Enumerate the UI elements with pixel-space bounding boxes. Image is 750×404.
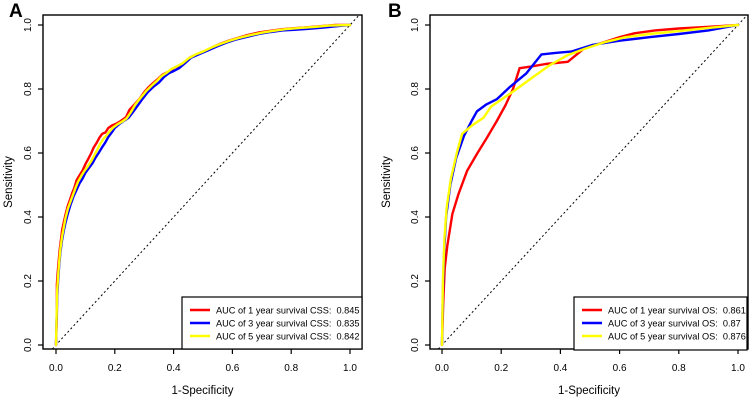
x-axis-title-b: 1-Specificity [558,385,620,397]
x-tick-label: 0.0 [435,363,449,374]
x-tick-label: 0.4 [553,363,567,374]
legend-entry-label-5-year-survival-CSS: AUC of 5 year survival CSS: 0.842 [216,331,360,341]
y-tick-label: 0.2 [23,274,34,288]
x-tick-label: 1.0 [343,363,357,374]
roc-curve-1-year-survival-OS [440,23,740,347]
y-tick-label: 0.0 [410,338,421,352]
y-tick-label: 0.2 [410,274,421,288]
y-tick-label: 0.6 [23,146,34,160]
x-tick-label: 1.0 [731,363,745,374]
legend-entry-label-3-year-survival-OS: AUC of 3 year survival OS: 0.87 [608,318,741,328]
y-tick-label: 0.8 [410,82,421,96]
x-tick-label: 0.0 [49,363,63,374]
y-tick-label: 0.8 [23,82,34,96]
x-tick-label: 0.8 [284,363,298,374]
chance-diagonal-line [437,14,748,350]
y-tick-label: 1.0 [410,18,421,32]
panel-b-os-roc: 0.0 0.2 0.4 0.6 0.8 1.0 0.0 0.2 0.4 0.6 0.8 1.0 AUC … [375,0,750,404]
legend-box [573,296,748,351]
x-tick-label: 0.8 [672,363,686,374]
legend-entry-label-1-year-survival-CSS: AUC of 1 year survival CSS: 0.845 [216,305,360,315]
panel-a-css-roc: 0.0 0.2 0.4 0.6 0.8 1.0 0.0 0.2 0.4 0.6 0.8 1.0 AUC … [3,1,363,397]
y-tick-label: 0.4 [410,210,421,224]
roc-curve-5-year-survival-CSS [54,23,352,347]
roc-curve-5-year-survival-OS [440,23,740,347]
chance-diagonal-line [51,14,360,350]
x-tick-label: 0.2 [108,363,122,374]
y-tick-label: 0.0 [23,338,34,352]
x-tick-label: 0.6 [613,363,627,374]
y-axis-title-b: Sensitivity [381,156,393,208]
y-tick-label: 0.6 [410,146,421,160]
panel-letter-a: A [9,1,23,22]
x-tick-label: 0.2 [494,363,508,374]
x-tick-label: 0.4 [167,363,181,374]
y-tick-label: 1.0 [23,18,34,32]
y-axis-title-a: Sensitivity [3,156,15,208]
y-tick-label: 0.4 [23,210,34,224]
legend-entry-label-3-year-survival-CSS: AUC of 3 year survival CSS: 0.835 [216,318,360,328]
legend-entry-label-5-year-survival-OS: AUC of 5 year survival OS: 0.876 [608,331,746,341]
x-axis-title-a: 1-Specificity [171,385,234,397]
legend-box [181,296,363,350]
x-tick-label: 0.6 [225,363,239,374]
panel-letter-b: B [388,1,402,22]
roc-chart-css: 0.0 0.2 0.4 0.6 0.8 1.0 0.0 0.2 0.4 0.6 0.8 1.0 AUC … [23,14,363,374]
legend-entry-label-1-year-survival-OS: AUC of 1 year survival OS: 0.861 [608,305,746,315]
roc-chart-os: 0.0 0.2 0.4 0.6 0.8 1.0 0.0 0.2 0.4 0.6 0.8 1.0 AUC … [410,14,749,374]
